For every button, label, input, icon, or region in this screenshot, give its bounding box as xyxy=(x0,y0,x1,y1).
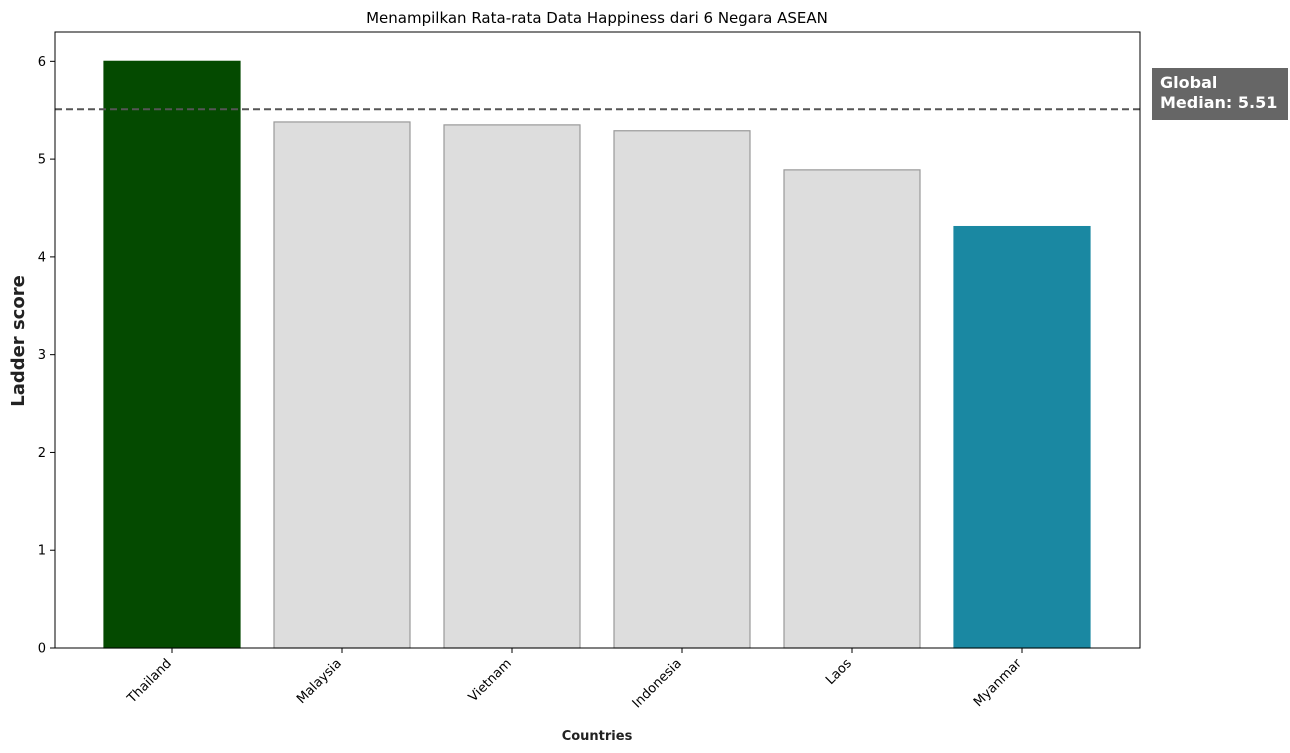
bar-malaysia xyxy=(273,121,411,649)
y-tick-label: 5 xyxy=(38,153,46,168)
y-tick-label: 4 xyxy=(38,250,46,265)
x-tick-label: Indonesia xyxy=(630,656,685,711)
median-annotation-text: Global xyxy=(1160,73,1217,92)
x-axis-ticks: Thailand Malaysia Vietnam Indonesia Laos Myan… xyxy=(124,648,1025,711)
median-annotation-box xyxy=(1152,68,1288,120)
x-tick-label: Myanmar xyxy=(971,656,1025,710)
bar-thailand xyxy=(103,60,241,649)
y-tick-label: 6 xyxy=(38,55,46,70)
y-tick-label: 2 xyxy=(38,446,46,461)
x-axis-label: Countries xyxy=(562,729,633,744)
x-tick-label: Vietnam xyxy=(466,656,515,705)
y-tick-label: 0 xyxy=(38,642,46,657)
y-axis-ticks: 0 1 2 3 4 5 6 xyxy=(38,55,55,657)
chart-title: Menampilkan Rata-rata Data Happiness dar… xyxy=(366,9,828,27)
bars xyxy=(103,60,1091,649)
x-tick-label: Laos xyxy=(823,656,855,688)
bar-indonesia xyxy=(613,130,751,649)
bar-vietnam xyxy=(443,124,581,649)
plot-frame xyxy=(54,31,1141,649)
y-tick-label: 3 xyxy=(38,348,46,363)
bar-myanmar xyxy=(953,225,1091,649)
y-axis-label: Ladder score xyxy=(8,275,29,407)
y-tick-label: 1 xyxy=(38,544,46,559)
x-tick-label: Thailand xyxy=(124,656,175,707)
x-tick-label: Malaysia xyxy=(294,656,345,707)
bar-laos xyxy=(783,169,921,649)
median-annotation-text: Median: 5.51 xyxy=(1160,93,1277,112)
